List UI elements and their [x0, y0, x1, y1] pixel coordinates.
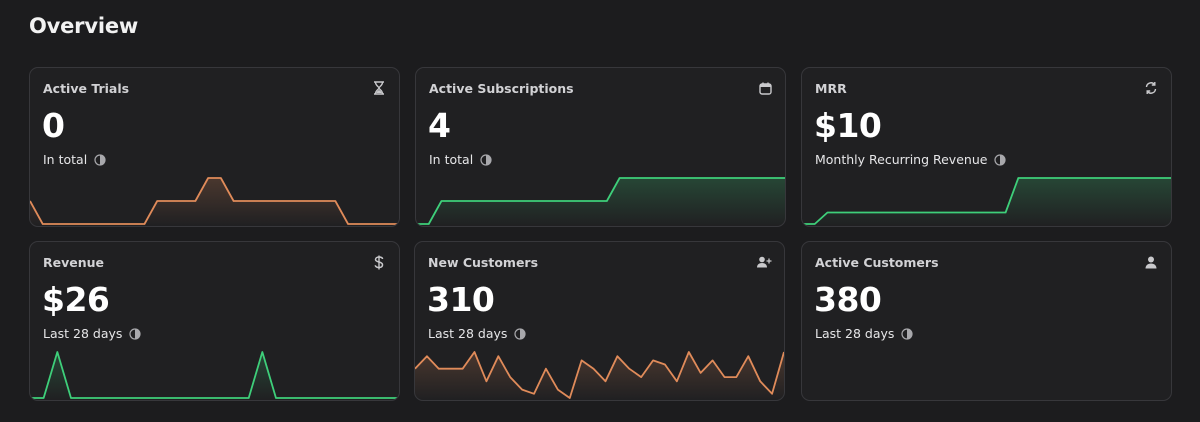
sparkline-area [802, 178, 1171, 226]
info-icon[interactable] [514, 327, 527, 340]
info-icon[interactable] [94, 153, 106, 166]
card-label: Active Subscriptions [429, 81, 574, 96]
sparkline-chart [30, 177, 399, 226]
info-icon[interactable] [994, 153, 1007, 166]
card-value: 4 [428, 106, 451, 145]
user-plus-icon [756, 254, 772, 270]
page-title: Overview [29, 14, 139, 38]
card-subtitle-text: Last 28 days [428, 326, 508, 341]
sparkline-area [30, 352, 399, 400]
sparkline-chart [802, 177, 1171, 226]
info-icon[interactable] [129, 327, 142, 340]
card-subtitle: In total [429, 152, 492, 167]
sparkline-area [416, 178, 785, 226]
card-label: MRR [815, 81, 847, 96]
card-active-trials[interactable]: Active Trials 0 In total [29, 67, 400, 227]
card-active-customers[interactable]: Active Customers 380 Last 28 days [801, 241, 1172, 401]
sparkline-line [30, 177, 399, 225]
card-mrr[interactable]: MRR $10 Monthly Recurring Revenue [801, 67, 1172, 227]
card-subtitle: Last 28 days [43, 326, 142, 341]
card-label: Active Trials [43, 81, 130, 96]
card-subtitle-text: In total [43, 152, 88, 167]
sparkline-area [30, 178, 399, 226]
refresh-icon [1143, 80, 1159, 96]
card-label: Revenue [43, 255, 105, 270]
info-icon[interactable] [901, 327, 914, 340]
sparkline-line [30, 351, 399, 399]
card-new-customers[interactable]: New Customers 310 Last 28 days [414, 241, 785, 401]
sparkline-line [416, 177, 785, 225]
card-active-subscriptions[interactable]: Active Subscriptions 4 In total [415, 67, 786, 227]
card-subtitle-text: Last 28 days [43, 326, 123, 341]
card-label: Active Customers [815, 255, 939, 270]
card-subtitle-text: Last 28 days [815, 326, 895, 341]
info-icon[interactable] [480, 153, 492, 166]
card-value: 380 [814, 280, 882, 319]
user-icon [1143, 254, 1159, 270]
dollar-icon [371, 254, 387, 270]
card-subtitle: Last 28 days [815, 326, 914, 341]
card-subtitle: Last 28 days [428, 326, 527, 341]
sparkline-chart [802, 340, 1171, 400]
card-subtitle-text: In total [429, 152, 474, 167]
sparkline-chart [30, 351, 399, 400]
card-label: New Customers [428, 255, 539, 270]
card-value: $10 [814, 106, 882, 145]
card-subtitle: Monthly Recurring Revenue [815, 152, 1007, 167]
card-subtitle-text: Monthly Recurring Revenue [815, 152, 988, 167]
sparkline-chart [416, 177, 785, 226]
card-value: $26 [42, 280, 110, 319]
card-value: 0 [42, 106, 65, 145]
card-revenue[interactable]: Revenue $26 Last 28 days [29, 241, 400, 401]
sparkline-chart [415, 351, 784, 400]
card-subtitle: In total [43, 152, 106, 167]
card-value: 310 [427, 280, 495, 319]
sparkline-line [415, 351, 784, 399]
sparkline-line [802, 177, 1171, 225]
calendar-icon [757, 80, 773, 96]
hourglass-icon [371, 80, 387, 96]
